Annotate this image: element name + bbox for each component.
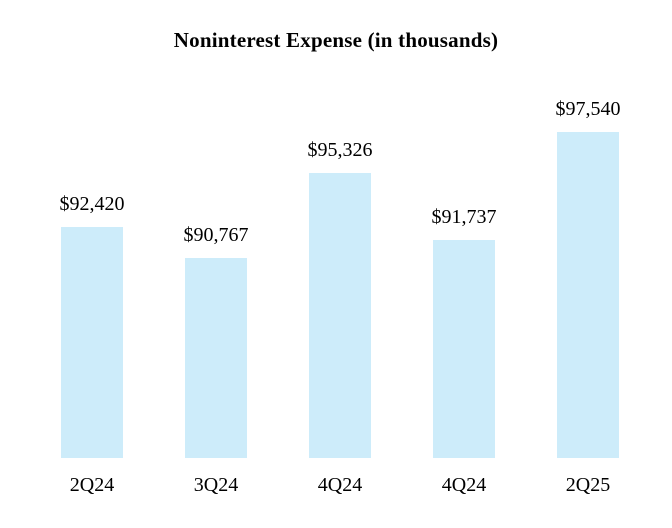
bar-column: $90,767 — [154, 224, 278, 458]
bar-value-label: $92,420 — [59, 193, 125, 215]
bar — [185, 258, 247, 458]
bar-column: $91,737 — [402, 206, 526, 458]
bar-column: $92,420 — [30, 193, 154, 458]
bar-value-label: $90,767 — [183, 224, 249, 246]
bar — [309, 173, 371, 458]
bar — [61, 227, 123, 458]
bar — [433, 240, 495, 458]
bar-column: $97,540 — [526, 98, 650, 458]
bar-value-label: $95,326 — [307, 139, 373, 161]
x-axis-label: 2Q24 — [69, 474, 115, 496]
bar-chart-plot: $92,420 $90,767 $95,326 $91,737 $97,540 — [30, 60, 650, 458]
bar-value-label: $91,737 — [431, 206, 497, 228]
x-axis-label: 4Q24 — [317, 474, 363, 496]
x-axis-label: 4Q24 — [441, 474, 487, 496]
x-axis-label: 3Q24 — [193, 474, 239, 496]
bar-value-label: $97,540 — [555, 98, 621, 120]
x-axis-label: 2Q25 — [565, 474, 611, 496]
bar-column: $95,326 — [278, 139, 402, 458]
chart-title: Noninterest Expense (in thousands) — [173, 28, 499, 52]
x-axis-labels: 2Q24 3Q24 4Q24 4Q24 2Q25 — [30, 474, 650, 497]
bar — [557, 132, 619, 458]
